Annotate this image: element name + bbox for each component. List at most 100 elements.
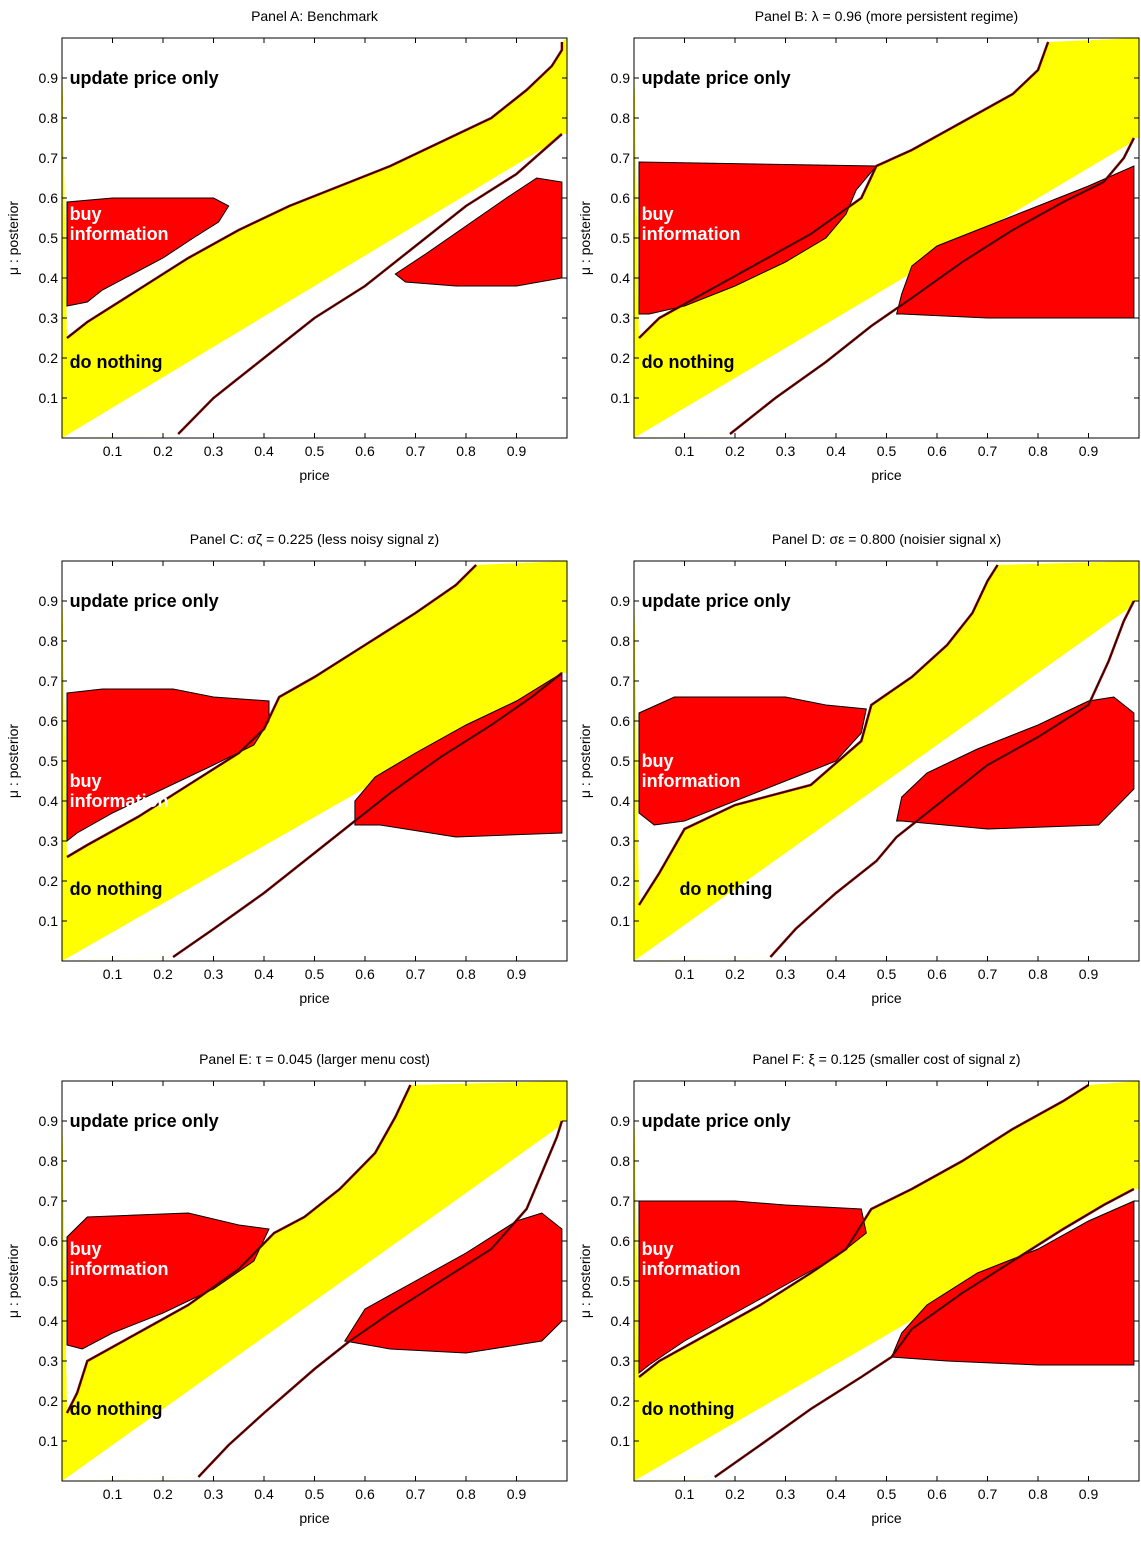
label-buy: buy [642, 204, 674, 224]
x-tick-label: 0.7 [978, 966, 998, 982]
y-tick-label: 0.4 [39, 270, 59, 286]
x-tick-label: 0.1 [675, 1486, 695, 1502]
y-tick-label: 0.7 [611, 1193, 631, 1209]
x-tick-label: 0.3 [776, 966, 796, 982]
y-tick-label: 0.2 [611, 1393, 631, 1409]
x-tick-label: 0.9 [507, 1486, 527, 1502]
panel-title: Panel E: τ = 0.045 (larger menu cost) [199, 1051, 430, 1067]
upper-boundary-edge [638, 41, 1049, 339]
y-tick-label: 0.7 [611, 150, 631, 166]
label-do-nothing: do nothing [679, 879, 772, 899]
update-region [634, 1081, 1139, 1481]
upper-boundary-edge [638, 564, 998, 906]
x-tick-label: 0.2 [153, 443, 173, 459]
y-tick-label: 0.6 [39, 1233, 59, 1249]
y-tick-label: 0.7 [39, 1193, 59, 1209]
upper-boundary-edge [638, 1084, 1089, 1378]
x-tick-label: 0.1 [103, 966, 123, 982]
x-tick-label: 0.5 [877, 1486, 897, 1502]
y-tick-label: 0.4 [611, 1313, 631, 1329]
update-above-region [62, 38, 562, 338]
x-tick-label: 0.8 [456, 966, 476, 982]
y-tick-label: 0.6 [611, 713, 631, 729]
buy-region-right [895, 165, 1135, 319]
x-tick-label: 0.4 [826, 443, 846, 459]
label-buy: buy [70, 204, 102, 224]
buy-region-right [895, 696, 1135, 830]
y-tick-label: 0.2 [39, 1393, 59, 1409]
x-tick-label: 0.6 [927, 966, 947, 982]
x-tick-label: 0.3 [204, 443, 224, 459]
y-tick-label: 0.3 [39, 833, 59, 849]
label-buy: buy [70, 771, 102, 791]
nothing-region [62, 134, 567, 438]
label-do-nothing: do nothing [642, 352, 735, 372]
x-tick-label: 0.4 [254, 1486, 274, 1502]
y-tick-label: 0.5 [611, 1273, 631, 1289]
buy-region-right [354, 672, 563, 838]
x-tick-label: 0.9 [1079, 1486, 1099, 1502]
x-tick-label: 0.6 [355, 966, 375, 982]
label-information: information [642, 771, 741, 791]
y-tick-label: 0.9 [611, 593, 631, 609]
x-axis-label: price [299, 990, 330, 1006]
y-tick-label: 0.6 [39, 713, 59, 729]
y-tick-label: 0.8 [39, 633, 59, 649]
buy-region-right [890, 1200, 1135, 1366]
panel-chart: 0.1 0.2 0.3 0.4 0.5 0.6 0.7 0.8 0.9 0.1 0.2 0.3 0.4 0… [577, 560, 1140, 1006]
lower-boundary-edge [172, 672, 563, 958]
x-tick-label: 0.1 [675, 966, 695, 982]
y-tick-label: 0.5 [39, 230, 59, 246]
x-tick-label: 0.9 [507, 443, 527, 459]
upper-boundary-edge [66, 1084, 411, 1414]
label-buy: buy [642, 751, 674, 771]
x-tick-label: 0.3 [204, 966, 224, 982]
x-tick-label: 0.7 [978, 1486, 998, 1502]
label-information: information [70, 224, 169, 244]
upper-boundary-edge [66, 42, 563, 339]
y-tick-label: 0.8 [611, 633, 631, 649]
x-tick-label: 0.7 [406, 1486, 426, 1502]
x-tick-label: 0.2 [725, 1486, 745, 1502]
x-tick-label: 0.4 [254, 443, 274, 459]
x-tick-label: 0.9 [1079, 966, 1099, 982]
label-buy: buy [70, 1239, 102, 1259]
lower-boundary-edge [198, 1120, 563, 1478]
x-axis-label: price [871, 990, 902, 1006]
panel-chart: 0.1 0.2 0.3 0.4 0.5 0.6 0.7 0.8 0.9 0.1 0.2 0.3 0.4 0… [5, 37, 568, 483]
label-update-price-only: update price only [70, 1111, 219, 1131]
label-update-price-only: update price only [642, 1111, 791, 1131]
y-tick-label: 0.4 [39, 793, 59, 809]
x-tick-label: 0.1 [675, 443, 695, 459]
buy-region-left [638, 696, 867, 826]
x-tick-label: 0.3 [204, 1486, 224, 1502]
y-tick-label: 0.1 [39, 390, 59, 406]
x-tick-label: 0.5 [305, 443, 325, 459]
lower-boundary-edge [729, 137, 1135, 435]
buy-region-left [66, 688, 270, 843]
y-tick-label: 0.9 [39, 1113, 59, 1129]
y-tick-label: 0.3 [39, 310, 59, 326]
y-axis-label: μ : posterior [5, 201, 21, 276]
x-tick-label: 0.4 [254, 966, 274, 982]
panel-title: Panel C: σζ = 0.225 (less noisy signal z… [189, 531, 440, 547]
buy-region-left [66, 1212, 270, 1350]
y-tick-label: 0.9 [39, 593, 59, 609]
y-tick-label: 0.3 [611, 310, 631, 326]
x-axis-label: price [299, 1510, 330, 1526]
y-tick-label: 0.5 [611, 753, 631, 769]
panel-chart: 0.1 0.2 0.3 0.4 0.5 0.6 0.7 0.8 0.9 0.1 0.2 0.3 0.4 0… [577, 1080, 1140, 1526]
label-do-nothing: do nothing [70, 352, 163, 372]
y-tick-label: 0.7 [611, 673, 631, 689]
y-tick-label: 0.1 [39, 913, 59, 929]
lower-boundary-edge [770, 600, 1135, 958]
y-tick-label: 0.9 [39, 70, 59, 86]
y-tick-label: 0.1 [39, 1433, 59, 1449]
x-tick-label: 0.3 [776, 1486, 796, 1502]
y-tick-label: 0.3 [611, 833, 631, 849]
x-tick-label: 0.8 [1028, 966, 1048, 982]
y-tick-label: 0.1 [611, 1433, 631, 1449]
y-tick-label: 0.7 [39, 673, 59, 689]
x-tick-label: 0.8 [456, 443, 476, 459]
nothing-region [634, 138, 1139, 438]
